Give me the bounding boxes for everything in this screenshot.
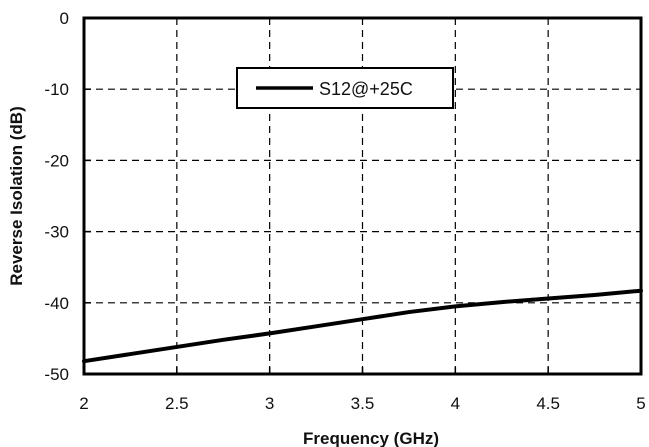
y-tick-label: 0 <box>60 9 69 28</box>
x-tick-label: 5 <box>636 394 645 413</box>
x-tick-label: 3 <box>265 394 274 413</box>
y-tick-label: -40 <box>44 294 69 313</box>
x-tick-label: 4.5 <box>536 394 560 413</box>
legend-label: S12@+25C <box>319 79 413 99</box>
legend: S12@+25C <box>236 67 454 109</box>
tick-layer <box>83 17 642 375</box>
y-tick-label: -10 <box>44 80 69 99</box>
label-layer: 2 2.5 3 3.5 4 4.5 5 0 -10 -20 -30 -40 -50 <box>44 9 645 413</box>
series-line <box>82 288 643 364</box>
y-axis-title: Reverse Isolation (dB) <box>7 106 26 286</box>
y-tick-label: -20 <box>44 151 69 170</box>
series-layer <box>82 288 643 364</box>
x-tick-label: 2.5 <box>165 394 189 413</box>
y-tick-label: -50 <box>44 365 69 384</box>
x-tick-label: 3.5 <box>351 394 375 413</box>
x-tick-label: 4 <box>451 394 460 413</box>
y-tick-label: -30 <box>44 223 69 242</box>
x-axis-title: Frequency (GHz) <box>303 429 439 447</box>
x-tick-label: 2 <box>79 394 88 413</box>
